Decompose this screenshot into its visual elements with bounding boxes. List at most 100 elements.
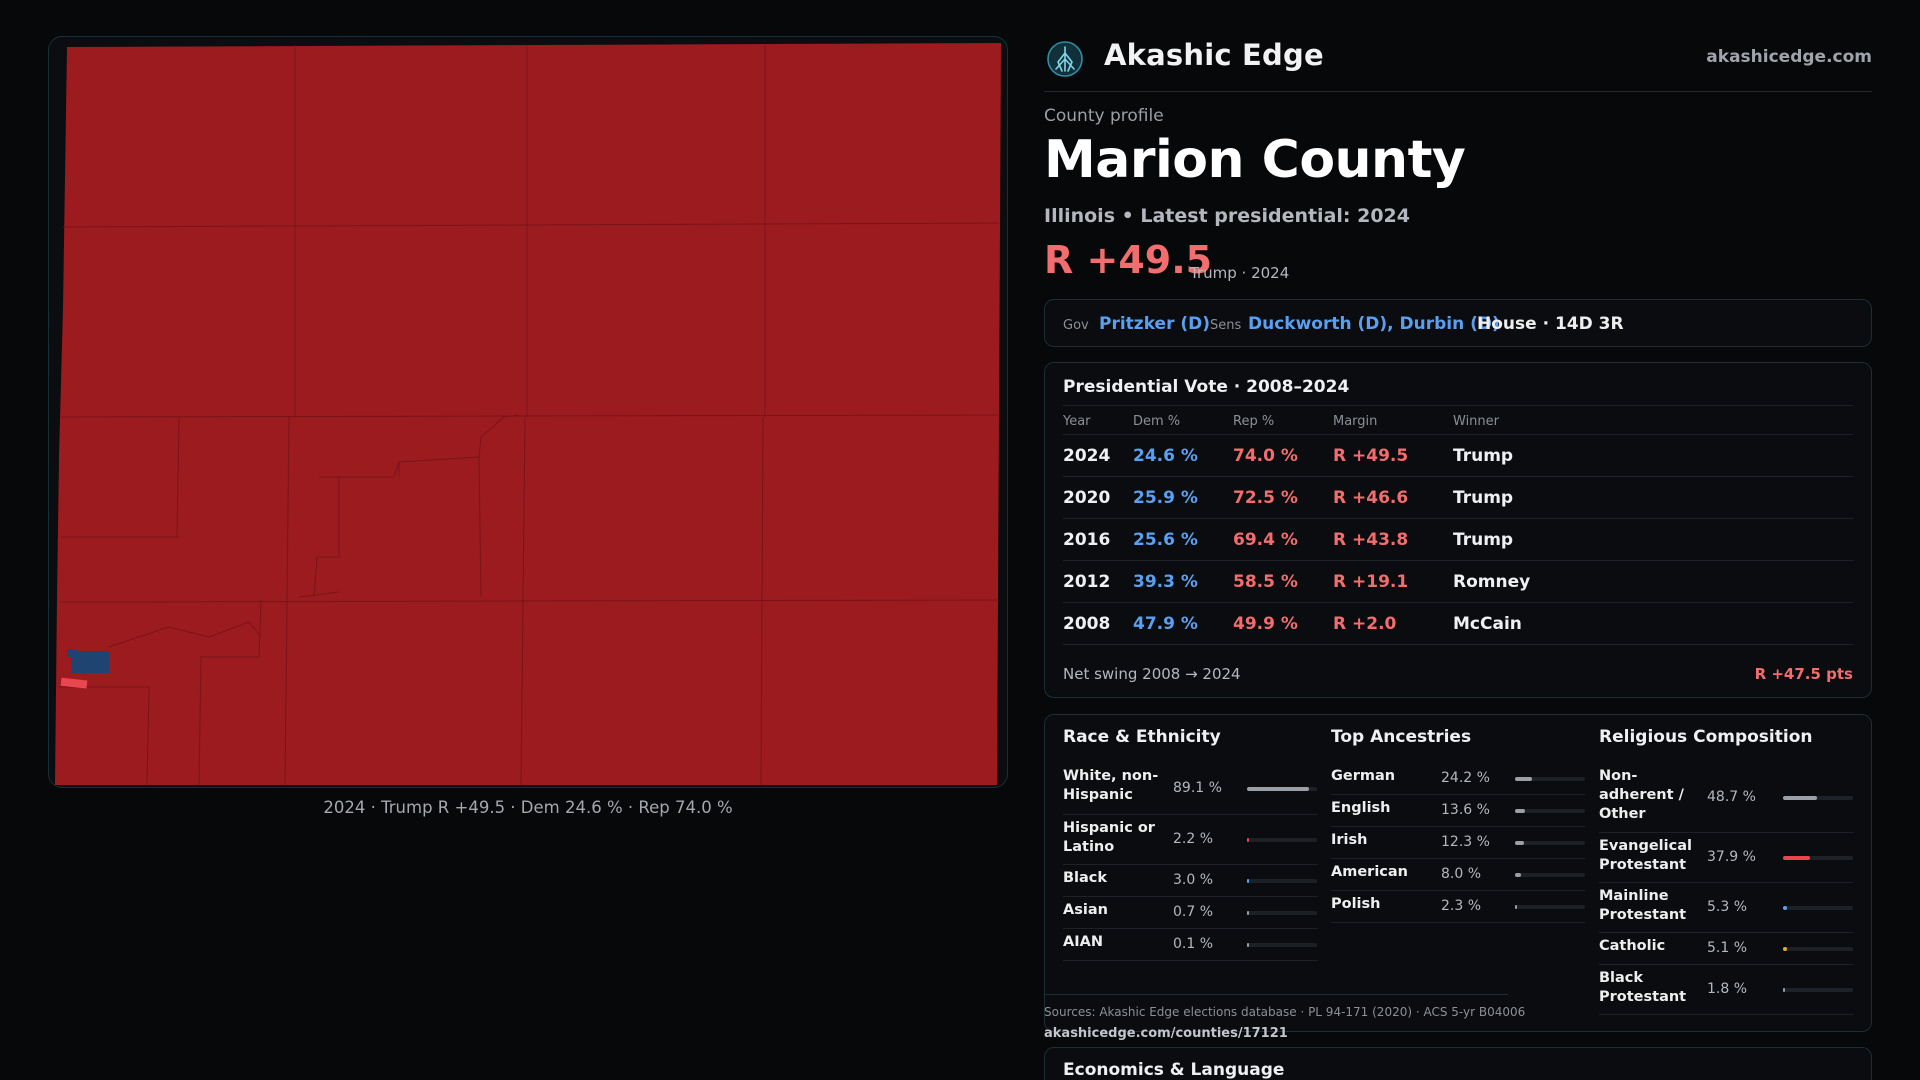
- list-item: Polish 2.3 %: [1331, 891, 1585, 923]
- cell-dem: 25.9 %: [1133, 488, 1198, 508]
- item-label: Hispanic or Latino: [1063, 820, 1155, 855]
- percent-bar-track: [1247, 787, 1317, 791]
- map-caption: 2024 · Trump R +49.5 · Dem 24.6 % · Rep …: [323, 798, 733, 817]
- cell-year: 2020: [1063, 488, 1111, 508]
- officials-bar: Gov Pritzker (D) Sens Duckworth (D), Dur…: [1044, 299, 1872, 347]
- item-label: White, non-Hispanic: [1063, 768, 1159, 803]
- dem-precinct-small[interactable]: [67, 649, 77, 657]
- percent-bar-track: [1783, 947, 1853, 951]
- cell-year: 2012: [1063, 572, 1111, 592]
- percent-bar-fill: [1515, 841, 1524, 845]
- tree-of-life-icon[interactable]: [1046, 40, 1084, 78]
- percent-bar-fill: [1783, 856, 1810, 860]
- percent-bar-fill: [1515, 809, 1525, 813]
- percent-bar-fill: [1247, 787, 1310, 791]
- percent-bar-fill: [1515, 777, 1532, 781]
- race-ethnicity-section: Race & Ethnicity White, non-Hispanic 89.1…: [1063, 727, 1317, 961]
- item-percent: 12.3 %: [1441, 834, 1490, 850]
- latest-margin-note: Trump · 2024: [1190, 264, 1290, 282]
- cell-year: 2024: [1063, 446, 1111, 466]
- item-label: Evangelical Protestant: [1599, 838, 1692, 873]
- list-item: Asian 0.7 %: [1063, 897, 1317, 929]
- item-percent: 1.8 %: [1707, 981, 1748, 997]
- cell-margin: R +2.0: [1333, 614, 1397, 634]
- religion-section-title: Religious Composition: [1599, 727, 1813, 747]
- col-winner: Winner: [1453, 414, 1500, 429]
- col-dem: Dem %: [1133, 414, 1181, 429]
- list-item: Hispanic or Latino 2.2 %: [1063, 815, 1317, 865]
- item-label: Catholic: [1599, 938, 1666, 954]
- percent-bar-fill: [1515, 905, 1517, 909]
- sources-divider: [1044, 994, 1508, 995]
- house-delegation: House · 14D 3R: [1477, 314, 1624, 334]
- percent-bar-track: [1515, 905, 1585, 909]
- cell-dem: 47.9 %: [1133, 614, 1198, 634]
- cell-margin: R +43.8: [1333, 530, 1409, 550]
- cell-rep: 69.4 %: [1233, 530, 1298, 550]
- table-row: 2016 25.6 % 69.4 % R +43.8 Trump: [1063, 519, 1853, 561]
- list-item: English 13.6 %: [1331, 795, 1585, 827]
- governor-link[interactable]: Pritzker (D): [1099, 314, 1211, 334]
- latest-margin: R +49.5: [1044, 238, 1213, 282]
- percent-bar-track: [1783, 856, 1853, 860]
- percent-bar-fill: [1247, 911, 1249, 915]
- cell-year: 2008: [1063, 614, 1111, 634]
- item-label: Asian: [1063, 902, 1108, 918]
- county-map[interactable]: [48, 36, 1008, 788]
- list-item: Black 3.0 %: [1063, 865, 1317, 897]
- item-percent: 0.7 %: [1173, 904, 1214, 920]
- page-title: Marion County: [1044, 130, 1466, 190]
- ancestry-section: Top Ancestries German 24.2 % English 13.6 %…: [1331, 727, 1585, 923]
- percent-bar-track: [1783, 796, 1853, 800]
- county-permalink[interactable]: akashicedge.com/counties/17121: [1044, 1026, 1288, 1041]
- item-percent: 0.1 %: [1173, 936, 1214, 952]
- race-section-title: Race & Ethnicity: [1063, 727, 1221, 747]
- cell-winner: Trump: [1453, 488, 1514, 508]
- senators-link[interactable]: Duckworth (D), Durbin (D): [1248, 314, 1500, 334]
- cell-margin: R +49.5: [1333, 446, 1409, 466]
- county-profile-eyebrow: County profile: [1044, 106, 1164, 126]
- item-percent: 3.0 %: [1173, 872, 1214, 888]
- county-map-svg: [55, 43, 1001, 786]
- list-item: White, non-Hispanic 89.1 %: [1063, 763, 1317, 815]
- percent-bar-track: [1515, 841, 1585, 845]
- item-percent: 2.3 %: [1441, 898, 1482, 914]
- rep-light-precinct[interactable]: [60, 677, 88, 689]
- list-item: Non-adherent / Other 48.7 %: [1599, 763, 1853, 833]
- cell-margin: R +46.6: [1333, 488, 1409, 508]
- table-row: 2008 47.9 % 49.9 % R +2.0 McCain: [1063, 603, 1853, 645]
- demographics-card: Race & Ethnicity White, non-Hispanic 89.1…: [1044, 714, 1872, 1032]
- percent-bar-fill: [1783, 988, 1785, 992]
- brand-url-link[interactable]: akashicedge.com: [1706, 47, 1872, 67]
- county-subtitle: Illinois • Latest presidential: 2024: [1044, 205, 1411, 227]
- item-label: Mainline Protestant: [1599, 888, 1687, 923]
- township-boundaries: [58, 45, 1000, 786]
- item-percent: 8.0 %: [1441, 866, 1482, 882]
- percent-bar-fill: [1247, 879, 1250, 883]
- item-percent: 2.2 %: [1173, 831, 1214, 847]
- item-label: Black: [1063, 870, 1108, 886]
- item-label: English: [1331, 800, 1391, 816]
- table-header: Year Dem % Rep % Margin Winner: [1063, 405, 1853, 435]
- cell-winner: Trump: [1453, 446, 1514, 466]
- percent-bar-fill: [1783, 906, 1787, 910]
- percent-bar-fill: [1783, 796, 1818, 800]
- ancestry-section-title: Top Ancestries: [1331, 727, 1472, 747]
- item-percent: 24.2 %: [1441, 770, 1490, 786]
- item-label: AIAN: [1063, 934, 1103, 950]
- dem-precinct[interactable]: [71, 651, 109, 673]
- list-item: AIAN 0.1 %: [1063, 929, 1317, 961]
- list-item: American 8.0 %: [1331, 859, 1585, 891]
- percent-bar-track: [1247, 911, 1317, 915]
- county-shape: [55, 43, 1001, 785]
- item-label: Non-adherent / Other: [1599, 768, 1684, 822]
- economics-card[interactable]: Economics & Language: [1044, 1047, 1872, 1080]
- cell-dem: 24.6 %: [1133, 446, 1198, 466]
- item-percent: 89.1 %: [1173, 780, 1222, 796]
- religion-section: Religious Composition Non-adherent / Oth…: [1599, 727, 1853, 1015]
- brand-name[interactable]: Akashic Edge: [1104, 38, 1324, 72]
- percent-bar-fill: [1515, 873, 1521, 877]
- item-percent: 37.9 %: [1707, 849, 1756, 865]
- table-row: 2024 24.6 % 74.0 % R +49.5 Trump: [1063, 435, 1853, 477]
- percent-bar-fill: [1247, 943, 1249, 947]
